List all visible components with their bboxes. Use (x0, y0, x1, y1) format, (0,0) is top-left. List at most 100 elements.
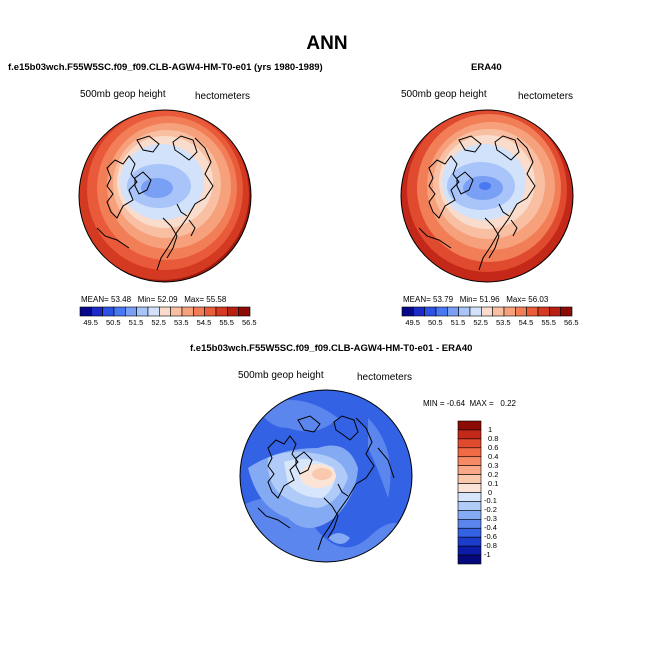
panel1-subtitle: f.e15b03wch.F55W5SC.f09_f09.CLB-AGW4-HM-… (8, 62, 323, 73)
panel1-min-label: Min= (137, 295, 156, 304)
colorbar-swatch (503, 306, 516, 317)
colorbar-swatch (125, 306, 137, 317)
colorbar-label: -0.3 (484, 514, 497, 524)
diff-polar-map (239, 389, 413, 563)
colorbar-swatch (457, 492, 482, 502)
colorbar-swatch (457, 519, 482, 529)
colorbar-tick-label: 53.5 (174, 318, 189, 327)
diff-min-label: MIN = (423, 399, 445, 408)
colorbar-swatch (113, 306, 126, 317)
colorbar-swatch (204, 306, 217, 317)
colorbar-label: 0.2 (488, 469, 499, 479)
colorbar-swatch (227, 306, 239, 317)
colorbar-label: 0.1 (488, 478, 499, 488)
panel2-min-value: 51.96 (479, 295, 500, 304)
colorbar-tick-label: 52.5 (473, 318, 488, 327)
colorbar-swatch (159, 306, 171, 317)
colorbar-swatch (457, 545, 482, 556)
colorbar-swatch (457, 456, 482, 466)
colorbar-label: 0.6 (488, 442, 499, 452)
colorbar-label: -0.8 (484, 541, 497, 551)
colorbar-swatch (193, 306, 205, 317)
colorbar-swatch (549, 306, 561, 317)
colorbar-swatch (457, 438, 482, 449)
colorbar-swatch (457, 429, 482, 440)
panel2-min-label: Min= (459, 295, 478, 304)
colorbar-swatch (457, 465, 482, 475)
diff-max-value: 0.22 (500, 399, 516, 408)
colorbar-swatch (435, 306, 448, 317)
diff-min-value: -0.64 (446, 399, 466, 408)
colorbar-swatch (181, 306, 194, 317)
colorbar-tick-label: 56.5 (564, 318, 579, 327)
panel1-max-label: Max= (184, 295, 205, 304)
colorbar-swatch (457, 447, 482, 458)
colorbar-label: 0 (488, 487, 493, 497)
colorbar-swatch (102, 306, 115, 317)
diff-field-label: 500mb geop height (238, 370, 324, 381)
colorbar-tick-label: 49.5 (405, 318, 420, 327)
colorbar-tick-label: 55.5 (541, 318, 556, 327)
diff-units-label: hectometers (357, 372, 413, 383)
colorbar-swatch (457, 554, 482, 565)
panel2-stats: MEAN= 53.79 Min= 51.96 Max= 56.03 (403, 295, 548, 304)
panel1-max-value: 55.58 (206, 295, 227, 304)
panel2-mean-label: MEAN= (403, 295, 431, 304)
panel1-polar-map (78, 109, 252, 283)
colorbar-swatch (401, 306, 414, 317)
colorbar-label: -1 (484, 550, 491, 560)
panel1-mean-label: MEAN= (81, 295, 109, 304)
colorbar-tick-label: 51.5 (128, 318, 144, 327)
colorbar-swatch (537, 306, 550, 317)
colorbar-swatch (457, 527, 482, 538)
colorbar-swatch (457, 510, 482, 520)
colorbar-swatch (215, 306, 228, 317)
colorbar-tick-label: 54.5 (518, 318, 534, 327)
colorbar-label: 1 (488, 424, 493, 434)
panel1-min-value: 52.09 (157, 295, 178, 304)
colorbar-swatch (91, 306, 103, 317)
panel1-colorbar (79, 306, 251, 317)
panel1-colorbar-ticks: 49.5 50.5 51.5 52.5 53.5 54.5 55.5 56.5 (80, 318, 256, 328)
colorbar-tick-label: 50.5 (106, 318, 121, 327)
colorbar-swatch (458, 306, 471, 317)
colorbar-label: -0.4 (484, 523, 497, 533)
colorbar-swatch (457, 420, 482, 431)
panel2-field-label: 500mb geop height (401, 89, 487, 100)
colorbar-swatch (413, 306, 425, 317)
colorbar-swatch (457, 501, 482, 511)
panel1-field-label: 500mb geop height (80, 89, 166, 100)
panel2-subtitle: ERA40 (471, 62, 502, 73)
diff-minmax: MIN = -0.64 MAX = 0.22 (423, 399, 516, 408)
colorbar-tick-label: 54.5 (196, 318, 212, 327)
colorbar-swatch (147, 306, 160, 317)
colorbar-label: 0.4 (488, 451, 499, 461)
diff-colorbar (457, 420, 482, 565)
colorbar-swatch (136, 306, 149, 317)
colorbar-swatch (457, 536, 482, 547)
panel2-mean-value: 53.79 (433, 295, 454, 304)
colorbar-swatch (79, 306, 92, 317)
colorbar-swatch (424, 306, 437, 317)
colorbar-swatch (457, 483, 482, 493)
page-title: ANN (306, 33, 348, 54)
colorbar-tick-label: 49.5 (83, 318, 98, 327)
colorbar-tick-label: 55.5 (219, 318, 234, 327)
colorbar-tick-label: 51.5 (450, 318, 466, 327)
colorbar-tick-label: 52.5 (151, 318, 166, 327)
panel1-stats: MEAN= 53.48 Min= 52.09 Max= 55.58 (81, 295, 226, 304)
panel2-units-label: hectometers (518, 91, 574, 102)
colorbar-label: -0.2 (484, 505, 497, 515)
colorbar-swatch (238, 306, 251, 317)
colorbar-tick-label: 56.5 (242, 318, 257, 327)
panel2-max-label: Max= (506, 295, 527, 304)
colorbar-swatch (515, 306, 527, 317)
colorbar-tick-label: 53.5 (496, 318, 511, 327)
colorbar-swatch (469, 306, 482, 317)
diff-colorbar-labels: 1 0.8 0.6 0.4 0.3 0.2 0.1 0 -0.1 -0.2 -0.3 -0.4 -0.6… (484, 421, 524, 564)
colorbar-label: 0.8 (488, 433, 499, 443)
colorbar-tick-label: 50.5 (428, 318, 443, 327)
colorbar-swatch (447, 306, 459, 317)
colorbar-swatch (481, 306, 493, 317)
panel2-colorbar (401, 306, 573, 317)
